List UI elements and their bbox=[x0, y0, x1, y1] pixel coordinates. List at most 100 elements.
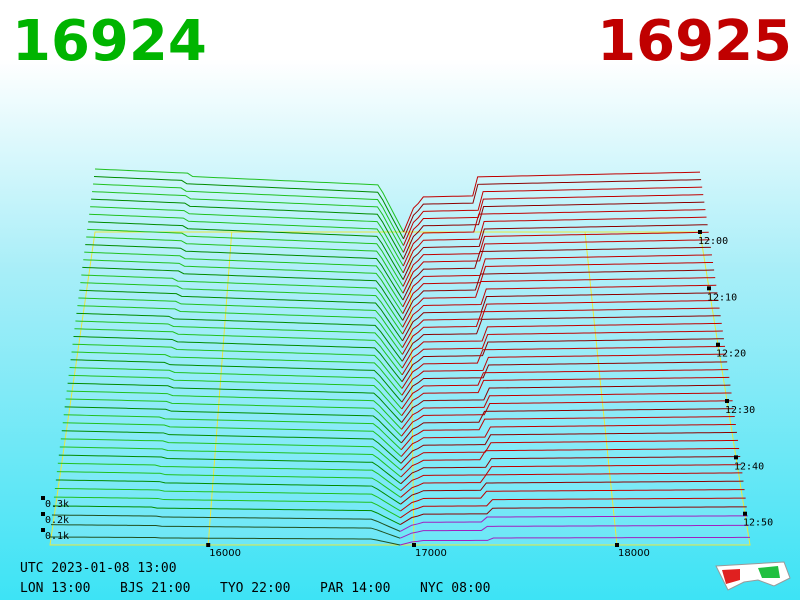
bid-depth-line bbox=[92, 191, 404, 253]
bid-depth-line bbox=[52, 505, 401, 526]
axis-dot bbox=[707, 286, 711, 291]
labels: 16000 17000 18000 12:00 12:10 12:20 12:30 12:40… bbox=[20, 230, 773, 596]
ask-depth-line bbox=[402, 201, 705, 260]
depth-label: 0.3k bbox=[45, 499, 69, 510]
time-label: 12:10 bbox=[707, 292, 737, 303]
bid-depth-line bbox=[67, 382, 402, 423]
time-label: 12:50 bbox=[743, 518, 773, 529]
bid-depth-line bbox=[78, 297, 403, 348]
bid-depth-line bbox=[86, 236, 404, 294]
zone-time: PAR 14:00 bbox=[320, 581, 390, 596]
ask-price: 16925 bbox=[597, 9, 792, 74]
bid-depth-line bbox=[74, 328, 403, 376]
bid-depth-line bbox=[58, 454, 402, 485]
ask-depth-line bbox=[402, 246, 711, 301]
ask-depth-line bbox=[402, 292, 718, 342]
bid-depth-line bbox=[87, 228, 404, 287]
zone-time: BJS 21:00 bbox=[120, 581, 190, 596]
grid-line bbox=[207, 231, 233, 546]
ask-depth-line bbox=[401, 338, 724, 382]
bid-depth-line bbox=[85, 244, 404, 301]
axis-dot bbox=[41, 528, 45, 532]
bid-depth-line bbox=[93, 176, 404, 240]
ask-depth-line bbox=[399, 524, 749, 539]
ask-depth-line bbox=[401, 322, 722, 369]
bid-depth-line bbox=[61, 430, 402, 464]
ask-depth-line bbox=[401, 353, 727, 396]
zone-time: NYC 08:00 bbox=[420, 581, 490, 596]
bid-depth-line bbox=[57, 462, 402, 491]
bid-depth-line bbox=[91, 198, 404, 260]
bid-depth-line bbox=[88, 221, 404, 280]
axis-dot bbox=[615, 543, 619, 547]
bid-depth-line bbox=[65, 398, 402, 437]
ask-depth-line bbox=[401, 361, 728, 403]
bid-depth-line bbox=[62, 422, 402, 457]
ask-depth-line bbox=[400, 423, 736, 457]
axis-dot bbox=[716, 342, 720, 347]
bid-depth-line bbox=[72, 343, 403, 389]
utc-time: UTC 2023-01-08 13:00 bbox=[20, 561, 177, 576]
bid-depth-line bbox=[53, 496, 401, 519]
axis-dot bbox=[743, 511, 747, 516]
ask-depth-line bbox=[401, 392, 732, 430]
bid-depth-line bbox=[80, 282, 404, 335]
ask-depth-line bbox=[401, 330, 723, 376]
ask-depth-line bbox=[402, 231, 709, 287]
ask-depth-line bbox=[400, 416, 735, 451]
depth-curves bbox=[49, 168, 751, 546]
ask-depth-line bbox=[399, 515, 748, 532]
bid-depth-line bbox=[81, 274, 404, 328]
ask-depth-line bbox=[400, 408, 734, 444]
ask-depth-line bbox=[402, 284, 717, 335]
bid-depth-line bbox=[77, 305, 403, 355]
bid-depth-line bbox=[90, 206, 404, 267]
ask-depth-line bbox=[400, 464, 742, 491]
price-label: 17000 bbox=[415, 548, 447, 559]
ask-depth-line bbox=[402, 277, 716, 328]
axis-dot bbox=[698, 230, 702, 234]
time-label: 12:00 bbox=[698, 236, 728, 247]
ask-depth-line bbox=[401, 345, 726, 389]
ask-depth-line bbox=[401, 307, 720, 355]
ask-depth-line bbox=[402, 224, 708, 280]
bid-depth-line bbox=[49, 536, 401, 546]
ask-depth-line bbox=[403, 179, 702, 239]
bid-depth-line bbox=[93, 183, 404, 246]
ask-depth-line bbox=[399, 536, 751, 546]
axis-dot bbox=[41, 512, 45, 516]
ask-depth-line bbox=[402, 186, 703, 246]
bid-depth-line bbox=[84, 251, 404, 308]
zone-time: LON 13:00 bbox=[20, 581, 90, 596]
ask-depth-line bbox=[402, 269, 715, 321]
axis-dot bbox=[412, 543, 416, 547]
axis-dot bbox=[206, 543, 211, 547]
bid-depth-line bbox=[82, 266, 404, 321]
bid-depth-line bbox=[59, 446, 402, 478]
bid-depth-line bbox=[71, 351, 403, 396]
bid-depth-line bbox=[79, 289, 403, 342]
ask-depth-line bbox=[400, 431, 737, 464]
ask-depth-line bbox=[403, 171, 701, 233]
bid-depth-line bbox=[70, 359, 403, 403]
ask-depth-line bbox=[402, 254, 712, 308]
ask-depth-line bbox=[401, 369, 729, 410]
bid-price: 16924 bbox=[12, 9, 207, 74]
grid-line bbox=[584, 231, 618, 546]
bid-depth-line bbox=[73, 335, 403, 383]
ask-depth-line bbox=[400, 439, 739, 471]
bid-depth-line bbox=[60, 438, 402, 471]
bid-depth-line bbox=[54, 487, 401, 512]
bid-depth-line bbox=[68, 374, 403, 417]
price-label: 16000 bbox=[209, 548, 241, 559]
ask-depth-line bbox=[400, 489, 745, 512]
bid-depth-line bbox=[63, 414, 402, 451]
bid-depth-line bbox=[55, 479, 401, 505]
bid-depth-line bbox=[50, 524, 401, 539]
time-label: 12:30 bbox=[725, 405, 755, 416]
ask-depth-line bbox=[401, 376, 730, 417]
ask-depth-line bbox=[402, 216, 707, 274]
bid-depth-line bbox=[89, 213, 404, 274]
bid-depth-line bbox=[64, 406, 402, 444]
